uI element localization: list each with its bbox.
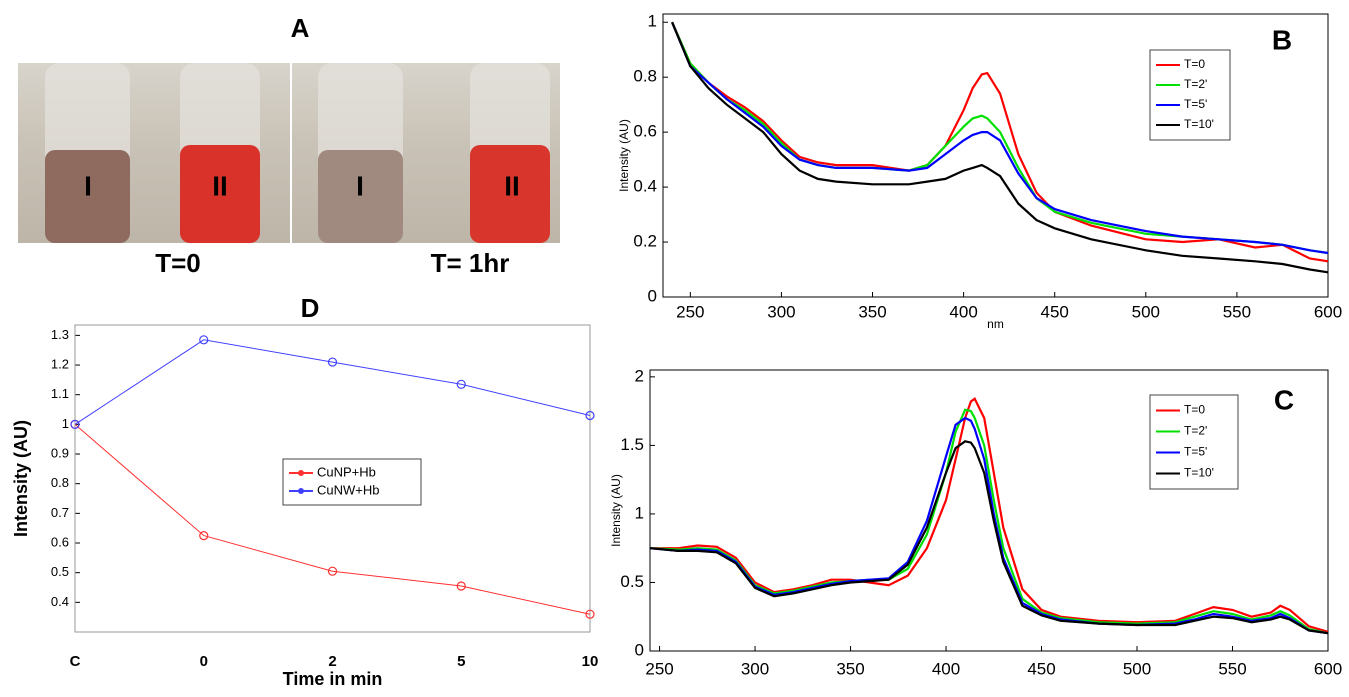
x-tick-label: C [70, 653, 81, 670]
y-tick-label: 0.7 [51, 505, 69, 520]
y-tick-label: 1 [635, 503, 644, 522]
y-tick-label: 0.5 [620, 572, 644, 591]
x-tick-label: 600 [1314, 659, 1342, 678]
point [585, 410, 595, 421]
panel-label: C [1274, 384, 1294, 415]
x-tick-label: 300 [767, 302, 795, 321]
plot-frame [662, 13, 1329, 298]
series-line [74, 424, 591, 615]
point [199, 335, 209, 345]
y-tick-label: 0.8 [51, 475, 69, 490]
vial-label: I [356, 170, 364, 201]
y-tick-label: 0.2 [633, 232, 657, 251]
x-tick-label: 350 [858, 302, 886, 321]
x-tick-label: 250 [676, 302, 704, 321]
series-line [74, 339, 591, 425]
y-axis-label: Intensity (AU) [617, 119, 631, 192]
legend-label: T=10' [1184, 466, 1214, 480]
x-tick-label: 0 [200, 653, 208, 670]
series-line [649, 416, 1329, 635]
panel-label: B [1272, 24, 1292, 55]
x-tick-label: 350 [836, 659, 864, 678]
legend-box [282, 458, 422, 506]
y-axis-label: Intensity (AU) [11, 420, 31, 537]
point [70, 419, 80, 429]
legend-label: CuNW+Hb [317, 482, 380, 497]
x-tick-label: 550 [1223, 302, 1251, 321]
x-tick-label: 500 [1132, 302, 1160, 321]
y-tick-label: 1.3 [51, 327, 69, 342]
point [456, 379, 466, 389]
y-tick-label: 1.1 [51, 386, 69, 401]
x-tick-label: 2 [328, 653, 336, 670]
vial-label: II [504, 170, 520, 201]
legend-label: T=2' [1184, 77, 1207, 91]
legend-label: T=5' [1184, 445, 1207, 459]
chart: 250 300 350 400 450 500 550 600 0 0.2 0.4 0.6 0.8 1 T=… [617, 12, 1342, 331]
x-tick-label: 500 [1123, 659, 1151, 678]
x-tick-label: 400 [932, 659, 960, 678]
y-tick-label: 0 [635, 640, 644, 659]
x-tick-label: 600 [1314, 302, 1342, 321]
y-tick-label: 0.5 [51, 564, 69, 579]
x-tick-label: 450 [1027, 659, 1055, 678]
y-tick-label: 1 [648, 12, 657, 31]
panel-label: D [301, 293, 320, 323]
vials [45, 63, 550, 243]
x-tick-label: 300 [741, 659, 769, 678]
chart: 250 300 350 400 450 500 550 600 0 0.5 1 1.5 2 T=0 T=2'… [609, 366, 1342, 678]
y-tick-label: 2 [635, 366, 644, 385]
vial-label: I [84, 170, 92, 201]
plot-frame [74, 324, 591, 633]
series-line [671, 21, 1329, 274]
x-tick-label: 5 [457, 653, 465, 670]
series-line [671, 21, 1329, 263]
y-tick-label: 1.5 [620, 435, 644, 454]
legend-label: T=5' [1184, 97, 1207, 111]
legend-marker [298, 488, 304, 494]
series-line [649, 408, 1329, 635]
x-tick-label: 400 [949, 302, 977, 321]
y-tick-label: 1.2 [51, 356, 69, 371]
point [456, 581, 466, 591]
y-tick-label: 0.9 [51, 445, 69, 460]
photo-caption: T= 1hr [431, 248, 510, 278]
legend-label: T=10' [1184, 117, 1214, 131]
y-tick-label: 0.6 [51, 534, 69, 549]
legend-label: T=0 [1184, 403, 1205, 417]
y-tick-label: 0.6 [633, 122, 657, 141]
x-tick-label: 550 [1218, 659, 1246, 678]
y-axis-label: Intensity (AU) [609, 474, 623, 547]
point [327, 357, 338, 367]
panel-label: A [291, 13, 310, 43]
point [327, 566, 338, 576]
x-tick-label: 10 [582, 653, 599, 670]
y-tick-label: 1 [62, 416, 69, 431]
point [199, 530, 209, 541]
plot-frame [649, 369, 1329, 652]
legend-label: CuNP+Hb [317, 464, 376, 479]
y-tick-label: 0.4 [633, 177, 657, 196]
vial-label: II [212, 170, 228, 201]
x-tick-label: 450 [1041, 302, 1069, 321]
chart: C 0 2 5 10 0.4 0.5 0.6 0.7 0.8 0.9 1 1.1 1.2 1.3 CuNP+H… [11, 293, 599, 689]
series-line [671, 21, 1329, 255]
photo-caption: T=0 [155, 248, 201, 278]
y-tick-label: 0 [648, 286, 657, 305]
legend-marker [298, 470, 304, 476]
x-axis-label: Time in min [283, 669, 383, 689]
legend-label: T=0 [1184, 57, 1205, 71]
y-tick-label: 0.8 [633, 67, 657, 86]
series-line [650, 397, 1329, 633]
point [585, 609, 595, 619]
x-axis-label: nm [987, 317, 1004, 331]
legend-label: T=2' [1184, 424, 1207, 438]
x-tick-label: 250 [645, 659, 673, 678]
series-line [649, 440, 1329, 635]
photo-panel: A I II I II T=0 T= 1hr [18, 13, 560, 278]
y-tick-label: 0.4 [51, 594, 69, 609]
